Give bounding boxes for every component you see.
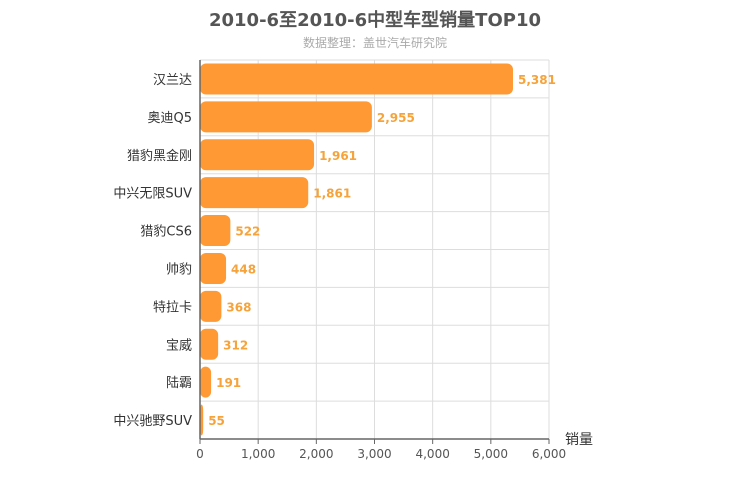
category-label: 中兴无限SUV <box>113 187 192 202</box>
data-label: 448 <box>231 262 256 276</box>
data-label: 522 <box>235 225 260 239</box>
bar <box>200 252 227 284</box>
x-axis-title: 销量 <box>565 432 593 448</box>
bar <box>200 101 372 133</box>
bar <box>200 328 219 360</box>
x-tick-label: 5,000 <box>474 447 508 461</box>
data-label: 191 <box>216 376 241 390</box>
x-tick-label: 4,000 <box>415 447 449 461</box>
x-tick-label: 6,000 <box>532 447 566 461</box>
category-label: 中兴驰野SUV <box>113 414 192 429</box>
bar <box>200 404 204 436</box>
data-label: 368 <box>226 300 251 314</box>
data-label: 1,961 <box>319 149 357 163</box>
category-label: 帅豹 <box>166 262 192 277</box>
category-label: 汉兰达 <box>153 73 192 88</box>
data-label: 5,381 <box>518 73 556 87</box>
bar <box>200 177 309 209</box>
data-label: 55 <box>208 414 225 428</box>
chart-subtitle: 数据整理：盖世汽车研究院 <box>302 36 447 50</box>
x-tick-label: 0 <box>196 447 204 461</box>
x-tick-label: 2,000 <box>299 447 333 461</box>
data-label: 2,955 <box>377 111 415 125</box>
category-label: 猎豹CS6 <box>140 225 192 240</box>
data-label: 312 <box>223 338 248 352</box>
category-label: 宝威 <box>166 338 192 353</box>
category-label: 陆霸 <box>166 375 192 391</box>
bar <box>200 63 513 95</box>
bar <box>200 290 222 322</box>
bar <box>200 366 212 398</box>
chart-title: 2010-6至2010-6中型车型销量TOP10 <box>208 10 541 31</box>
category-label: 特拉卡 <box>153 300 192 315</box>
category-label: 奥迪Q5 <box>147 111 192 126</box>
category-label: 猎豹黑金刚 <box>127 148 192 164</box>
x-tick-label: 3,000 <box>357 447 391 461</box>
bar <box>200 215 231 247</box>
x-tick-label: 1,000 <box>241 447 275 461</box>
data-label: 1,861 <box>313 187 351 201</box>
bar <box>200 139 315 171</box>
